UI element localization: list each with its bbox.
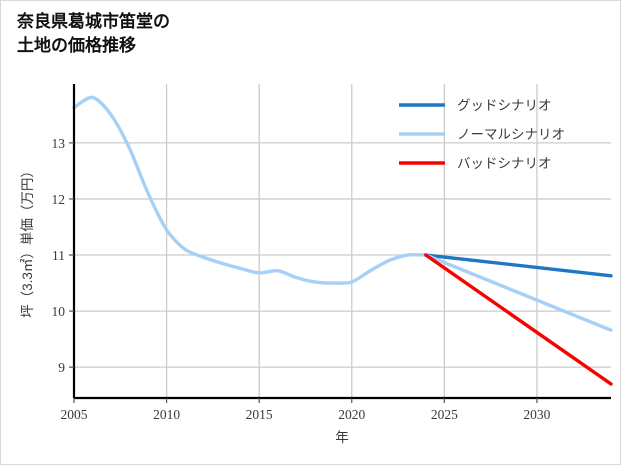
gridline-group: [74, 84, 611, 398]
y-axis-title: 坪（3.3㎡）単価（万円）: [20, 164, 35, 318]
y-tick-label: 12: [52, 192, 66, 207]
chart-title: 奈良県葛城市笛堂の 土地の価格推移: [17, 12, 170, 56]
y-tick-label: 9: [58, 360, 65, 375]
x-tick-label: 2020: [338, 407, 365, 422]
series-line: [424, 253, 613, 332]
x-tick-label: 2010: [153, 407, 180, 422]
y-tick-label: 10: [52, 304, 66, 319]
axes-group: [72, 84, 611, 400]
x-tick-label: 2030: [523, 407, 550, 422]
x-tick-label: 2005: [61, 407, 88, 422]
series-line: [72, 95, 428, 285]
legend-label: バッドシナリオ: [457, 156, 552, 171]
axis-title-group: 年 坪（3.3㎡）単価（万円）: [20, 164, 349, 445]
x-tick-label: 2015: [246, 407, 273, 422]
legend-label: グッドシナリオ: [457, 98, 552, 113]
tick-group: 9 10 11 12 13 2005 2010 2015 2020 2025 2030: [52, 136, 551, 422]
series-line: [424, 253, 613, 386]
series-group: [72, 95, 613, 386]
x-tick-label: 2025: [431, 407, 458, 422]
x-axis-title: 年: [335, 430, 349, 445]
legend-label: ノーマルシナリオ: [457, 127, 565, 142]
series-line: [424, 253, 613, 278]
y-tick-label: 13: [52, 136, 66, 151]
y-tick-label: 11: [52, 248, 65, 263]
